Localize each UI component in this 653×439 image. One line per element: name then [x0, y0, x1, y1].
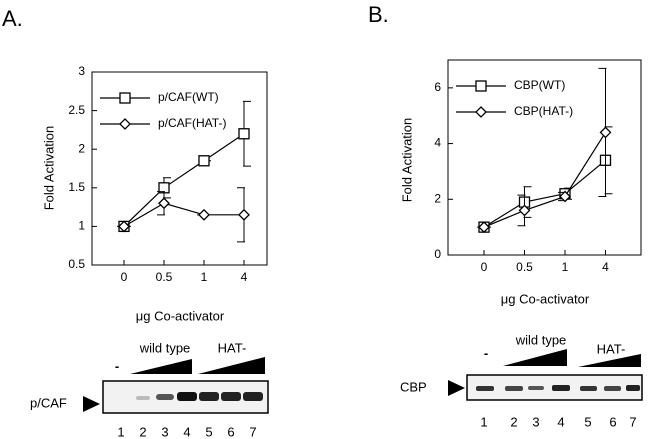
lane-number: 7	[249, 424, 256, 439]
lane-number: 4	[183, 424, 190, 439]
legend-label: CBP(WT)	[514, 78, 565, 92]
x-tick-label: 1	[201, 270, 208, 284]
marker	[478, 221, 490, 234]
legend-marker	[119, 92, 131, 104]
marker	[599, 126, 612, 139]
lane-number: 6	[227, 424, 234, 439]
x-axis-label: μg Co-activator	[136, 308, 225, 323]
bands	[476, 385, 640, 391]
lane-number: 6	[609, 414, 616, 429]
x-tick-label: 4	[602, 260, 609, 274]
x-tick-label: 0.5	[156, 270, 173, 284]
series-line	[483, 159, 606, 228]
y-axis-label: Fold Activation	[41, 126, 56, 211]
y-tick-label: 1.5	[68, 180, 85, 194]
y-tick-label: 4	[434, 136, 441, 150]
y-tick-label: 0	[434, 247, 441, 261]
control-label: -	[484, 345, 488, 360]
x-tick-label: 0	[481, 260, 488, 274]
lane-number: 2	[510, 414, 517, 429]
legend-label: p/CAF(HAT-)	[158, 116, 226, 130]
group-label: wild type	[139, 340, 191, 355]
lane-number: 1	[480, 414, 487, 429]
plot-frame	[447, 59, 642, 256]
x-tick-label: 0.5	[516, 260, 533, 274]
marker	[559, 190, 571, 203]
lane-number: 5	[584, 414, 591, 429]
lane-number: 3	[161, 424, 168, 439]
group-label: HAT-	[597, 341, 626, 356]
marker	[198, 208, 210, 221]
x-tick-label: 4	[241, 270, 248, 284]
series-line	[123, 202, 244, 227]
y-axis-label: Fold Activation	[399, 118, 414, 203]
y-tick-label: 6	[434, 80, 441, 94]
lane-number: 2	[139, 424, 146, 439]
wedge	[578, 354, 641, 367]
lane-number: 1	[117, 424, 124, 439]
y-tick-label: 0.5	[68, 257, 85, 271]
series-line	[483, 132, 607, 228]
group-label: HAT-	[218, 340, 247, 355]
legend-label: p/CAF(WT)	[158, 90, 219, 104]
marker	[238, 128, 250, 140]
y-tick-label: 3	[78, 64, 85, 78]
lane-number: 4	[557, 414, 564, 429]
y-tick-label: 2.5	[68, 103, 85, 117]
y-tick-label: 1	[78, 219, 85, 233]
bands	[136, 392, 263, 401]
marker	[158, 197, 170, 210]
lane-number: 7	[629, 414, 636, 429]
series-line	[123, 133, 245, 227]
x-axis-label: μg Co-activator	[501, 291, 590, 306]
wedge	[503, 349, 567, 366]
wedge	[130, 359, 192, 374]
lane-number: 3	[532, 414, 539, 429]
legend-label: CBP(HAT-)	[514, 104, 573, 118]
legend-marker	[475, 106, 487, 118]
protein-label: CBP	[400, 379, 427, 394]
panel-label: A.	[2, 6, 23, 31]
y-tick-label: 2	[78, 141, 85, 155]
lane-number: 5	[205, 424, 212, 439]
protein-label: p/CAF	[30, 395, 67, 410]
group-label: wild type	[515, 332, 567, 347]
y-tick-label: 2	[434, 191, 441, 205]
marker	[518, 204, 531, 217]
wedge	[198, 357, 265, 374]
legend-marker	[475, 80, 487, 92]
x-tick-label: 1	[562, 260, 569, 274]
marker	[118, 220, 130, 233]
arrow	[448, 380, 465, 396]
marker	[198, 155, 210, 167]
panel-label: B.	[368, 2, 389, 27]
control-label: -	[115, 358, 119, 373]
x-tick-label: 0	[121, 270, 128, 284]
arrow	[83, 396, 100, 412]
legend-marker	[119, 118, 131, 130]
plot-frame	[91, 71, 268, 266]
marker	[238, 208, 250, 221]
